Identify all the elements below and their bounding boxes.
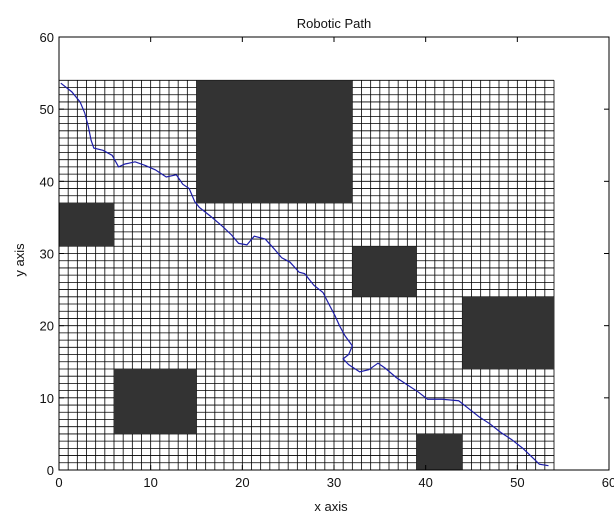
chart-title: Robotic Path [297, 16, 371, 31]
obstacle [114, 368, 197, 434]
y-tick-label: 0 [47, 463, 54, 478]
x-tick-label: 0 [55, 475, 62, 490]
robot-path-line [60, 82, 549, 467]
x-tick-label: 20 [235, 475, 249, 490]
path-layer [60, 82, 549, 467]
y-tick-label: 20 [40, 319, 54, 334]
x-tick-label: 60 [602, 475, 614, 490]
x-axis-label: x axis [314, 499, 348, 514]
x-tick-label: 10 [143, 475, 157, 490]
x-tick-label: 30 [327, 475, 341, 490]
obstacle [196, 80, 353, 203]
x-tick-label: 40 [418, 475, 432, 490]
y-axis-label: y axis [12, 243, 27, 277]
axis-ticks: 0 10 20 30 40 50 60 0 10 20 30 40 50 60 [40, 30, 614, 490]
y-tick-label: 50 [40, 102, 54, 117]
y-tick-label: 40 [40, 174, 54, 189]
obstacle [416, 433, 463, 470]
y-tick-label: 10 [40, 391, 54, 406]
y-tick-label: 60 [40, 30, 54, 45]
obstacle [462, 296, 554, 369]
y-tick-label: 30 [40, 247, 54, 262]
obstacle [59, 202, 114, 247]
obstacle [352, 246, 417, 297]
x-tick-label: 50 [510, 475, 524, 490]
obstacle-layer [59, 80, 554, 470]
